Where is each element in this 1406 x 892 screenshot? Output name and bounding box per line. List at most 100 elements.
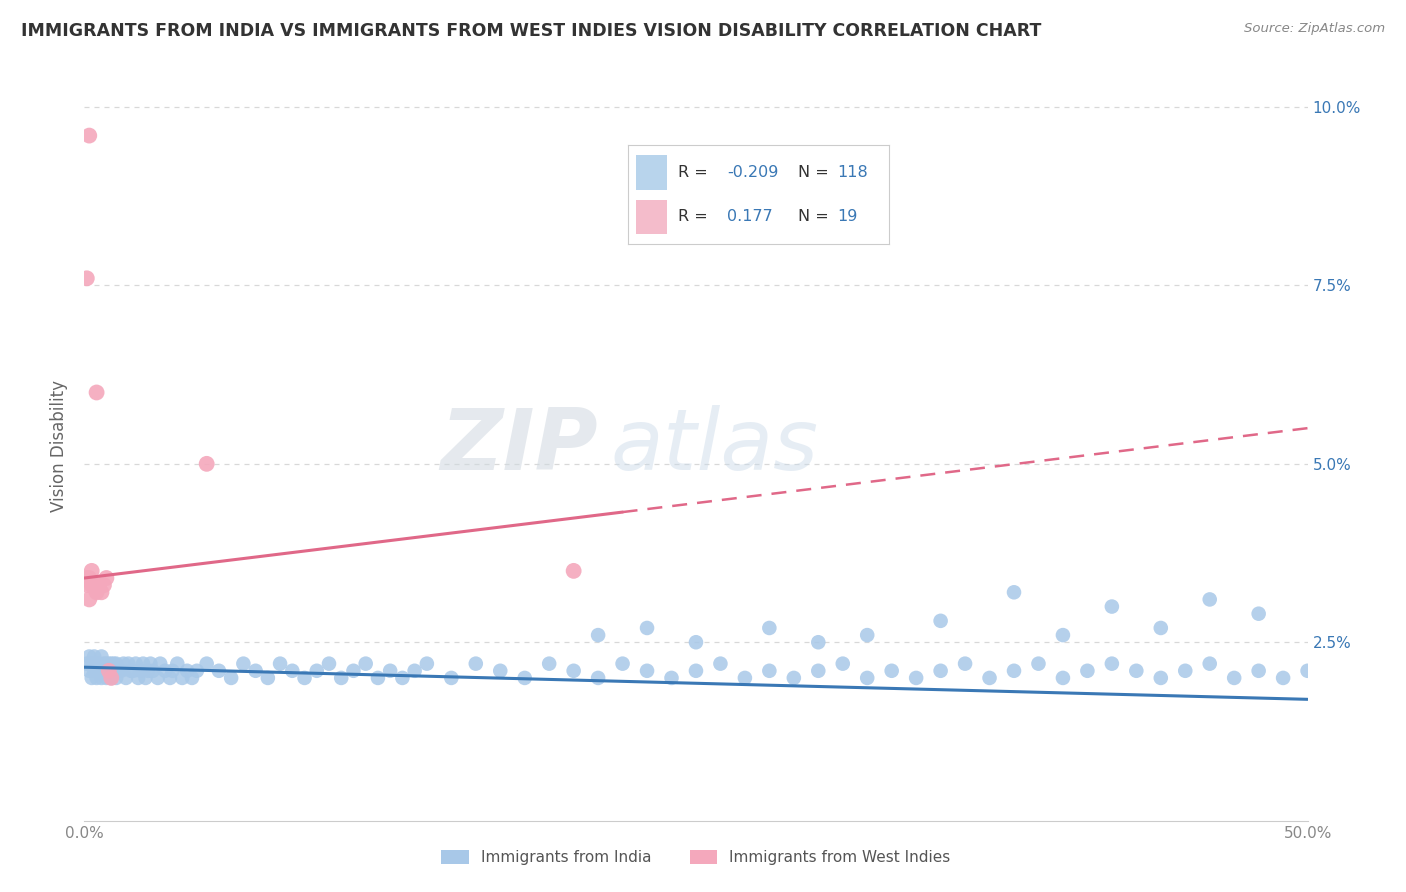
Legend: Immigrants from India, Immigrants from West Indies: Immigrants from India, Immigrants from W…: [441, 850, 950, 865]
Point: [87, 578, 110, 592]
Point: [93, 578, 115, 592]
Point: [354, 657, 377, 671]
Point: [195, 657, 218, 671]
Text: -0.209: -0.209: [727, 165, 779, 180]
Text: N =: N =: [799, 209, 828, 224]
Point: [1247, 607, 1270, 621]
Text: 118: 118: [837, 165, 868, 180]
Point: [103, 664, 125, 678]
Point: [1028, 657, 1050, 671]
Text: 19: 19: [837, 209, 858, 224]
Point: [831, 657, 853, 671]
Point: [103, 657, 125, 671]
Point: [86, 671, 108, 685]
Point: [110, 664, 132, 678]
Point: [513, 671, 536, 685]
Point: [979, 671, 1001, 685]
Point: [1101, 599, 1123, 614]
Y-axis label: Vision Disability: Vision Disability: [51, 380, 69, 512]
Point: [76, 571, 98, 585]
Point: [100, 671, 122, 685]
Point: [115, 671, 138, 685]
Point: [1223, 671, 1246, 685]
Point: [76, 578, 98, 592]
Point: [208, 664, 231, 678]
Point: [77, 592, 100, 607]
Point: [953, 657, 976, 671]
Point: [538, 657, 561, 671]
Point: [1150, 671, 1173, 685]
Point: [636, 621, 658, 635]
Point: [1247, 664, 1270, 678]
Point: [929, 614, 952, 628]
Point: [87, 657, 110, 671]
Point: [380, 664, 402, 678]
Text: atlas: atlas: [610, 404, 818, 488]
Point: [586, 628, 609, 642]
Point: [80, 671, 103, 685]
Point: [97, 664, 120, 678]
Point: [142, 664, 165, 678]
Point: [232, 657, 254, 671]
Point: [367, 671, 389, 685]
Point: [90, 649, 112, 664]
Point: [176, 664, 198, 678]
Point: [100, 671, 122, 685]
Point: [97, 657, 120, 671]
Point: [97, 664, 120, 678]
Point: [807, 664, 830, 678]
Point: [125, 657, 148, 671]
Text: N =: N =: [799, 165, 828, 180]
Point: [93, 657, 115, 671]
Point: [132, 657, 155, 671]
Point: [783, 671, 806, 685]
Point: [440, 671, 463, 685]
Point: [166, 657, 188, 671]
Point: [117, 657, 139, 671]
Point: [612, 657, 634, 671]
Point: [1052, 628, 1074, 642]
Point: [86, 385, 108, 400]
Point: [1174, 664, 1197, 678]
Text: IMMIGRANTS FROM INDIA VS IMMIGRANTS FROM WEST INDIES VISION DISABILITY CORRELATI: IMMIGRANTS FROM INDIA VS IMMIGRANTS FROM…: [21, 22, 1042, 40]
Point: [758, 621, 780, 635]
Point: [464, 657, 486, 671]
Point: [90, 585, 112, 599]
Point: [281, 664, 304, 678]
Point: [219, 671, 242, 685]
Point: [1125, 664, 1147, 678]
Point: [880, 664, 903, 678]
Point: [294, 671, 316, 685]
Point: [758, 664, 780, 678]
Point: [77, 571, 100, 585]
Point: [929, 664, 952, 678]
Point: [146, 671, 169, 685]
Point: [83, 578, 105, 592]
Point: [96, 571, 118, 585]
Point: [159, 671, 181, 685]
Point: [586, 671, 609, 685]
Point: [709, 657, 731, 671]
Point: [416, 657, 439, 671]
Point: [330, 671, 353, 685]
Point: [856, 671, 879, 685]
Point: [685, 635, 707, 649]
Point: [76, 271, 98, 285]
Point: [1052, 671, 1074, 685]
Point: [195, 457, 218, 471]
Point: [120, 664, 142, 678]
Point: [80, 578, 103, 592]
Point: [172, 671, 194, 685]
Bar: [636, 155, 668, 190]
Point: [1002, 664, 1025, 678]
Point: [162, 664, 184, 678]
Point: [661, 671, 683, 685]
Text: R =: R =: [678, 209, 707, 224]
Point: [391, 671, 413, 685]
Point: [1002, 585, 1025, 599]
Point: [100, 657, 122, 671]
Point: [186, 664, 208, 678]
Point: [269, 657, 291, 671]
Bar: [636, 200, 668, 235]
Point: [489, 664, 512, 678]
